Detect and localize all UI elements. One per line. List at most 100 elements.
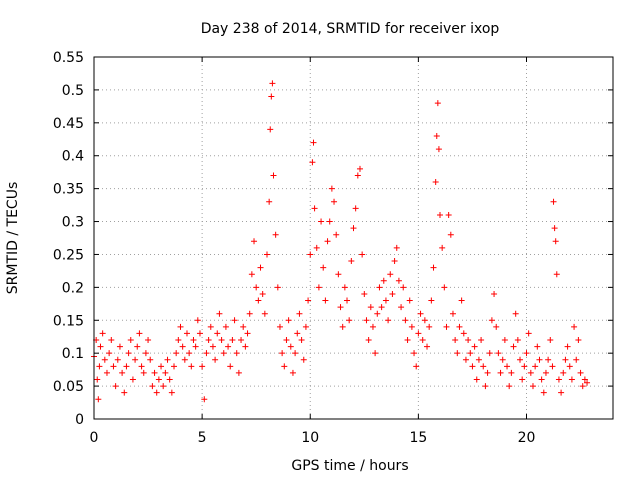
data-point bbox=[257, 264, 264, 271]
data-point bbox=[318, 218, 325, 225]
data-point bbox=[203, 350, 210, 357]
data-point bbox=[194, 317, 201, 324]
data-point bbox=[549, 363, 556, 370]
data-point bbox=[404, 337, 411, 344]
y-tick-label: 0.1 bbox=[62, 346, 84, 362]
x-tick-label: 20 bbox=[518, 430, 536, 446]
data-point bbox=[354, 172, 361, 179]
data-point bbox=[367, 304, 374, 311]
data-point bbox=[289, 369, 296, 376]
data-point bbox=[467, 350, 474, 357]
data-point bbox=[380, 277, 387, 284]
data-point bbox=[132, 356, 139, 363]
data-point bbox=[283, 337, 290, 344]
data-point bbox=[458, 297, 465, 304]
data-point bbox=[127, 337, 134, 344]
x-tick-label: 0 bbox=[90, 430, 99, 446]
data-point bbox=[584, 379, 591, 386]
data-point bbox=[309, 159, 316, 166]
data-point bbox=[393, 244, 400, 251]
data-point bbox=[413, 363, 420, 370]
data-point bbox=[469, 363, 476, 370]
data-point bbox=[441, 284, 448, 291]
data-point bbox=[408, 323, 415, 330]
data-point bbox=[313, 244, 320, 251]
data-point bbox=[454, 350, 461, 357]
data-point bbox=[294, 330, 301, 337]
data-point bbox=[153, 389, 160, 396]
data-point bbox=[147, 356, 154, 363]
data-point bbox=[311, 205, 318, 212]
data-point bbox=[374, 310, 381, 317]
data-point bbox=[103, 369, 110, 376]
data-point bbox=[326, 218, 333, 225]
data-point bbox=[350, 225, 357, 232]
data-point bbox=[356, 165, 363, 172]
y-tick-label: 0.25 bbox=[53, 247, 84, 263]
data-point bbox=[430, 264, 437, 271]
data-point bbox=[398, 304, 405, 311]
data-point bbox=[361, 290, 368, 297]
data-point bbox=[435, 146, 442, 153]
data-point bbox=[521, 363, 528, 370]
axis-ticks bbox=[93, 56, 613, 420]
data-point bbox=[527, 369, 534, 376]
data-point bbox=[261, 310, 268, 317]
y-tick-label: 0.35 bbox=[53, 182, 84, 198]
data-point bbox=[447, 231, 454, 238]
data-point bbox=[94, 376, 101, 383]
x-tick-label: 5 bbox=[198, 430, 207, 446]
data-point bbox=[573, 356, 580, 363]
data-point bbox=[400, 284, 407, 291]
data-point bbox=[501, 337, 508, 344]
data-point bbox=[145, 337, 152, 344]
data-point bbox=[346, 317, 353, 324]
data-point bbox=[534, 343, 541, 350]
data-point bbox=[315, 284, 322, 291]
data-point bbox=[134, 343, 141, 350]
data-point bbox=[212, 356, 219, 363]
data-point bbox=[523, 350, 530, 357]
data-point bbox=[488, 317, 495, 324]
y-tick-label: 0.55 bbox=[53, 50, 84, 66]
data-point bbox=[529, 383, 536, 390]
data-point bbox=[419, 337, 426, 344]
data-point bbox=[119, 369, 126, 376]
data-point bbox=[506, 383, 513, 390]
data-point bbox=[421, 317, 428, 324]
data-point bbox=[382, 297, 389, 304]
data-point bbox=[235, 369, 242, 376]
data-point bbox=[108, 337, 115, 344]
data-point bbox=[173, 350, 180, 357]
data-point bbox=[207, 323, 214, 330]
data-point bbox=[337, 304, 344, 311]
data-point bbox=[335, 271, 342, 278]
data-point bbox=[218, 337, 225, 344]
data-point bbox=[514, 337, 521, 344]
data-point bbox=[402, 317, 409, 324]
data-point bbox=[310, 139, 317, 146]
data-point bbox=[175, 337, 182, 344]
data-point bbox=[298, 337, 305, 344]
y-axis-label: SRMTID / TECUs bbox=[5, 182, 21, 295]
data-point bbox=[417, 310, 424, 317]
data-point bbox=[162, 369, 169, 376]
data-point bbox=[538, 376, 545, 383]
data-point bbox=[123, 363, 130, 370]
data-point bbox=[251, 238, 258, 245]
x-tick-label: 15 bbox=[409, 430, 427, 446]
data-point bbox=[307, 251, 314, 258]
data-point bbox=[579, 383, 586, 390]
data-point bbox=[575, 337, 582, 344]
data-point bbox=[525, 330, 532, 337]
data-point bbox=[186, 350, 193, 357]
data-point bbox=[484, 369, 491, 376]
data-point bbox=[369, 323, 376, 330]
data-point bbox=[112, 383, 119, 390]
data-point bbox=[499, 356, 506, 363]
data-point bbox=[233, 350, 240, 357]
data-point bbox=[246, 310, 253, 317]
data-point bbox=[545, 356, 552, 363]
y-tick-label: 0.3 bbox=[62, 215, 84, 231]
data-point bbox=[480, 363, 487, 370]
